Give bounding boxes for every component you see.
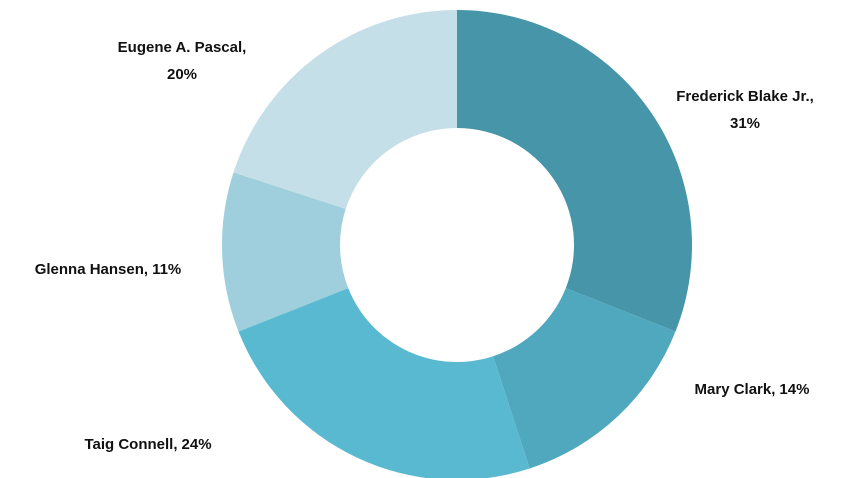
label-separator: , <box>810 88 814 105</box>
donut-slice <box>493 288 676 469</box>
label-value: 31% <box>730 115 760 132</box>
data-label: Eugene A. Pascal, 20% <box>118 39 247 83</box>
label-name: Eugene A. Pascal <box>118 39 243 56</box>
label-name: Mary Clark <box>695 381 772 398</box>
donut-slice <box>222 172 349 332</box>
label-separator: , <box>242 39 246 56</box>
label-value: 14% <box>779 381 809 398</box>
donut-slice <box>233 10 457 209</box>
label-separator: , <box>173 436 177 453</box>
label-value: 24% <box>182 436 212 453</box>
label-value: 11% <box>152 261 181 278</box>
data-label: Mary Clark, 14% <box>695 381 810 398</box>
donut-slice <box>238 288 530 478</box>
label-separator: , <box>144 261 148 278</box>
label-name: Frederick Blake Jr. <box>676 88 809 105</box>
donut-slice <box>457 10 692 332</box>
label-name: Taig Connell <box>84 436 173 453</box>
data-label: Glenna Hansen, 11% <box>35 261 182 278</box>
data-label: Frederick Blake Jr., 31% <box>676 88 814 132</box>
label-value: 20% <box>167 66 197 83</box>
label-separator: , <box>771 381 775 398</box>
data-label: Taig Connell, 24% <box>84 436 211 453</box>
label-name: Glenna Hansen <box>35 261 144 278</box>
